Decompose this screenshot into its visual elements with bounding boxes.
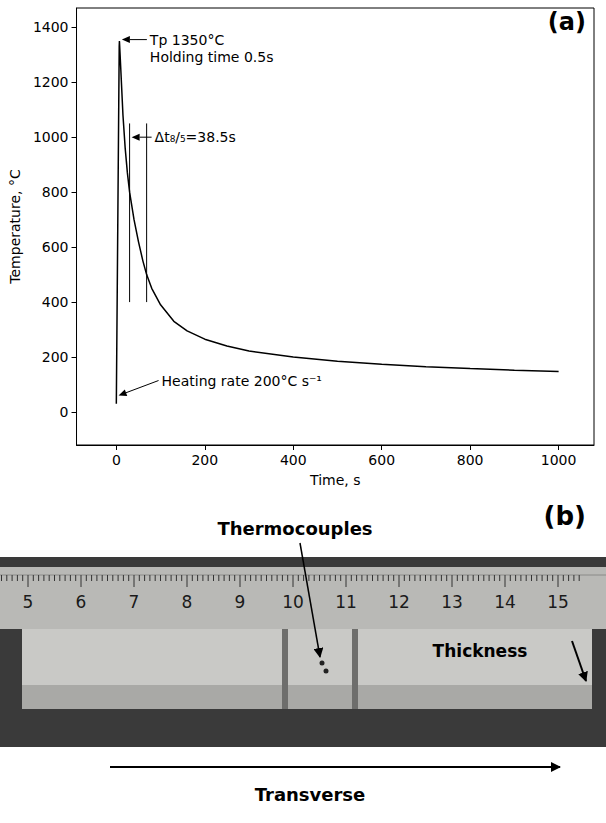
- svg-text:Thickness: Thickness: [433, 641, 528, 661]
- svg-text:Holding time 0.5s: Holding time 0.5s: [150, 49, 274, 65]
- svg-text:1000: 1000: [541, 452, 577, 468]
- svg-text:11: 11: [335, 592, 357, 612]
- svg-text:800: 800: [42, 184, 69, 200]
- svg-text:Time, s: Time, s: [309, 472, 360, 488]
- svg-text:12: 12: [388, 592, 410, 612]
- svg-text:10: 10: [282, 592, 304, 612]
- svg-text:(a): (a): [548, 8, 586, 36]
- svg-text:14: 14: [494, 592, 516, 612]
- svg-text:(b): (b): [544, 501, 586, 531]
- svg-text:Tp 1350°C: Tp 1350°C: [149, 32, 225, 48]
- svg-text:800: 800: [457, 452, 484, 468]
- svg-text:Heating rate 200°C s⁻¹: Heating rate 200°C s⁻¹: [162, 373, 322, 389]
- svg-text:15: 15: [547, 592, 569, 612]
- svg-text:1000: 1000: [33, 129, 69, 145]
- svg-text:Thermocouples: Thermocouples: [217, 518, 372, 539]
- svg-text:0: 0: [112, 452, 121, 468]
- svg-text:8: 8: [182, 592, 193, 612]
- svg-text:Δt₈/₅=38.5s: Δt₈/₅=38.5s: [155, 129, 236, 145]
- svg-text:400: 400: [280, 452, 307, 468]
- svg-text:200: 200: [42, 349, 69, 365]
- svg-text:Transverse: Transverse: [255, 784, 366, 805]
- svg-text:200: 200: [191, 452, 218, 468]
- svg-text:5: 5: [23, 592, 34, 612]
- svg-text:7: 7: [129, 592, 140, 612]
- svg-text:6: 6: [76, 592, 87, 612]
- svg-text:400: 400: [42, 294, 69, 310]
- svg-text:600: 600: [42, 239, 69, 255]
- svg-text:0: 0: [60, 404, 69, 420]
- svg-text:9: 9: [235, 592, 246, 612]
- svg-text:13: 13: [441, 592, 463, 612]
- svg-text:1400: 1400: [33, 19, 69, 35]
- svg-text:600: 600: [368, 452, 395, 468]
- svg-text:Temperature, °C: Temperature, °C: [7, 169, 23, 285]
- svg-text:1200: 1200: [33, 74, 69, 90]
